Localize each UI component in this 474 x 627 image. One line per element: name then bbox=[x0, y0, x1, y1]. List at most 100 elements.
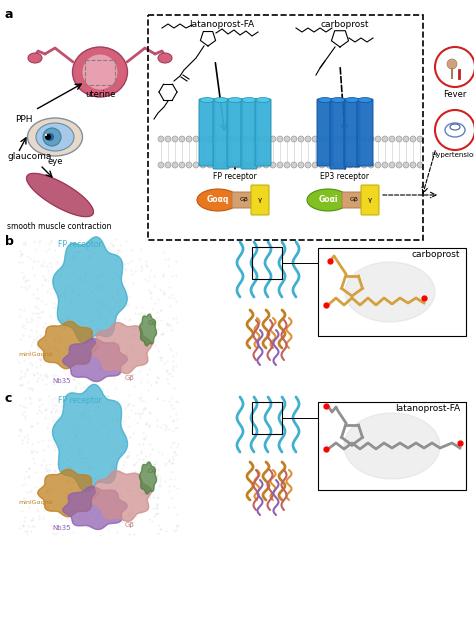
Bar bbox=[252, 402, 282, 434]
Polygon shape bbox=[345, 262, 435, 322]
Circle shape bbox=[193, 136, 199, 142]
Polygon shape bbox=[38, 321, 98, 369]
Ellipse shape bbox=[214, 98, 228, 102]
Circle shape bbox=[291, 162, 297, 168]
Text: b: b bbox=[5, 235, 14, 248]
Text: eye: eye bbox=[47, 157, 63, 166]
Circle shape bbox=[172, 162, 178, 168]
Circle shape bbox=[333, 162, 339, 168]
Text: latanoprost-FA: latanoprost-FA bbox=[395, 404, 460, 413]
FancyBboxPatch shape bbox=[317, 99, 333, 166]
Polygon shape bbox=[38, 469, 98, 517]
Polygon shape bbox=[344, 413, 440, 479]
Circle shape bbox=[435, 47, 474, 87]
Text: Goαq: Goαq bbox=[207, 196, 229, 204]
Polygon shape bbox=[92, 471, 152, 521]
Text: Hypertension: Hypertension bbox=[432, 152, 474, 158]
Circle shape bbox=[447, 59, 457, 69]
Circle shape bbox=[361, 136, 367, 142]
Text: Goαi: Goαi bbox=[318, 196, 338, 204]
Polygon shape bbox=[53, 384, 128, 492]
Circle shape bbox=[361, 162, 367, 168]
Circle shape bbox=[242, 162, 248, 168]
Polygon shape bbox=[27, 173, 93, 217]
Circle shape bbox=[382, 162, 388, 168]
Ellipse shape bbox=[27, 118, 82, 156]
Ellipse shape bbox=[197, 189, 239, 211]
Circle shape bbox=[403, 136, 409, 142]
Circle shape bbox=[354, 136, 360, 142]
Text: Gβ: Gβ bbox=[125, 522, 135, 528]
Ellipse shape bbox=[200, 98, 214, 102]
Circle shape bbox=[179, 136, 185, 142]
Circle shape bbox=[417, 162, 423, 168]
Text: FP receptor: FP receptor bbox=[58, 396, 102, 405]
Text: FP receptor: FP receptor bbox=[58, 240, 102, 249]
Circle shape bbox=[256, 136, 262, 142]
FancyBboxPatch shape bbox=[199, 99, 215, 166]
Text: carboprost: carboprost bbox=[411, 250, 460, 259]
Circle shape bbox=[305, 162, 311, 168]
Text: EP3 receptor: EP3 receptor bbox=[320, 172, 370, 181]
Text: miniGαq/αi: miniGαq/αi bbox=[18, 352, 53, 357]
Circle shape bbox=[242, 136, 248, 142]
FancyBboxPatch shape bbox=[232, 192, 256, 208]
Circle shape bbox=[45, 134, 51, 140]
Circle shape bbox=[214, 162, 220, 168]
Ellipse shape bbox=[242, 98, 256, 102]
FancyBboxPatch shape bbox=[342, 192, 366, 208]
FancyBboxPatch shape bbox=[251, 185, 269, 215]
Text: Gβ: Gβ bbox=[125, 375, 135, 381]
Circle shape bbox=[312, 136, 318, 142]
Circle shape bbox=[389, 136, 395, 142]
Circle shape bbox=[186, 162, 192, 168]
Circle shape bbox=[263, 162, 269, 168]
FancyBboxPatch shape bbox=[255, 99, 271, 166]
Ellipse shape bbox=[345, 98, 359, 102]
FancyBboxPatch shape bbox=[330, 99, 346, 169]
Bar bbox=[318, 402, 466, 490]
Polygon shape bbox=[53, 237, 127, 343]
Circle shape bbox=[235, 136, 241, 142]
Circle shape bbox=[382, 136, 388, 142]
Circle shape bbox=[347, 162, 353, 168]
Text: Gγ: Gγ bbox=[148, 320, 157, 326]
Ellipse shape bbox=[73, 47, 128, 97]
Ellipse shape bbox=[256, 98, 270, 102]
Circle shape bbox=[333, 136, 339, 142]
Circle shape bbox=[165, 162, 171, 168]
Circle shape bbox=[249, 136, 255, 142]
FancyBboxPatch shape bbox=[357, 99, 373, 166]
Bar bbox=[252, 247, 282, 279]
Circle shape bbox=[347, 136, 353, 142]
Ellipse shape bbox=[307, 189, 349, 211]
Circle shape bbox=[435, 110, 474, 150]
Text: miniGαq/αi: miniGαq/αi bbox=[18, 500, 53, 505]
Circle shape bbox=[305, 136, 311, 142]
Polygon shape bbox=[139, 314, 156, 346]
FancyBboxPatch shape bbox=[227, 99, 243, 167]
Circle shape bbox=[417, 136, 423, 142]
FancyBboxPatch shape bbox=[344, 99, 360, 167]
Ellipse shape bbox=[82, 55, 118, 90]
Ellipse shape bbox=[331, 98, 345, 102]
Circle shape bbox=[179, 162, 185, 168]
Text: Gβ: Gβ bbox=[349, 198, 358, 203]
Text: γ: γ bbox=[258, 197, 262, 203]
Circle shape bbox=[277, 136, 283, 142]
Ellipse shape bbox=[358, 98, 372, 102]
Circle shape bbox=[340, 136, 346, 142]
Circle shape bbox=[256, 162, 262, 168]
Circle shape bbox=[221, 162, 227, 168]
Text: uterine: uterine bbox=[85, 90, 115, 99]
Ellipse shape bbox=[445, 123, 465, 137]
Circle shape bbox=[326, 162, 332, 168]
Circle shape bbox=[263, 136, 269, 142]
Circle shape bbox=[200, 162, 206, 168]
Circle shape bbox=[200, 136, 206, 142]
Circle shape bbox=[410, 162, 416, 168]
Circle shape bbox=[193, 162, 199, 168]
Ellipse shape bbox=[43, 128, 61, 146]
Text: latanoprost-FA: latanoprost-FA bbox=[190, 20, 255, 29]
Circle shape bbox=[298, 162, 304, 168]
